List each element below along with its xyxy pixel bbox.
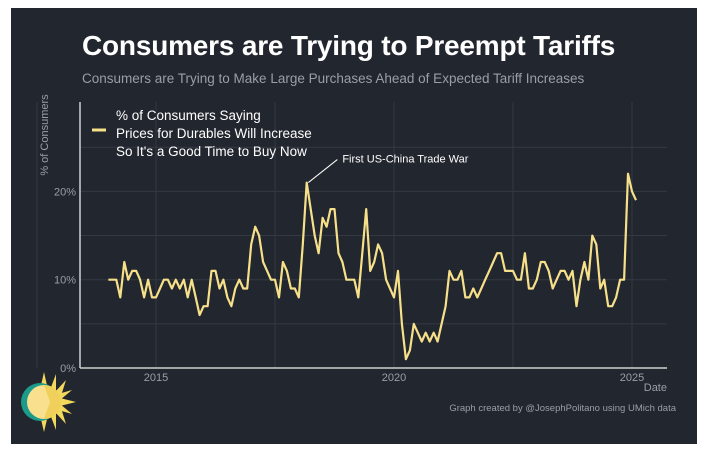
chart-panel [11, 8, 697, 444]
chart-subtitle: Consumers are Trying to Make Large Purch… [82, 71, 585, 86]
annotation-text: First US-China Trade War [342, 154, 468, 166]
y-axis-label: % of Consumers [39, 94, 51, 176]
legend-line-1: % of Consumers Saying [116, 108, 261, 123]
chart-title: Consumers are Trying to Preempt Tariffs [82, 30, 616, 61]
y-tick-label: 0% [60, 363, 76, 375]
legend-line-2: Prices for Durables Will Increase [116, 126, 312, 141]
y-tick-label: 20% [54, 186, 76, 198]
legend-line-3: So It's a Good Time to Buy Now [116, 144, 307, 159]
y-tick-label: 10% [54, 275, 76, 287]
credit-text: Graph created by @JosephPolitano using U… [449, 403, 676, 414]
x-axis-label: Date [644, 382, 667, 394]
sun-logo-icon [21, 372, 76, 432]
series-line [108, 172, 638, 361]
x-tick-label: 2025 [620, 372, 644, 384]
annotation-leader [308, 159, 338, 183]
x-tick-label: 2020 [382, 372, 406, 384]
legend: % of Consumers Saying Prices for Durable… [92, 108, 312, 159]
x-tick-label: 2015 [144, 372, 168, 384]
